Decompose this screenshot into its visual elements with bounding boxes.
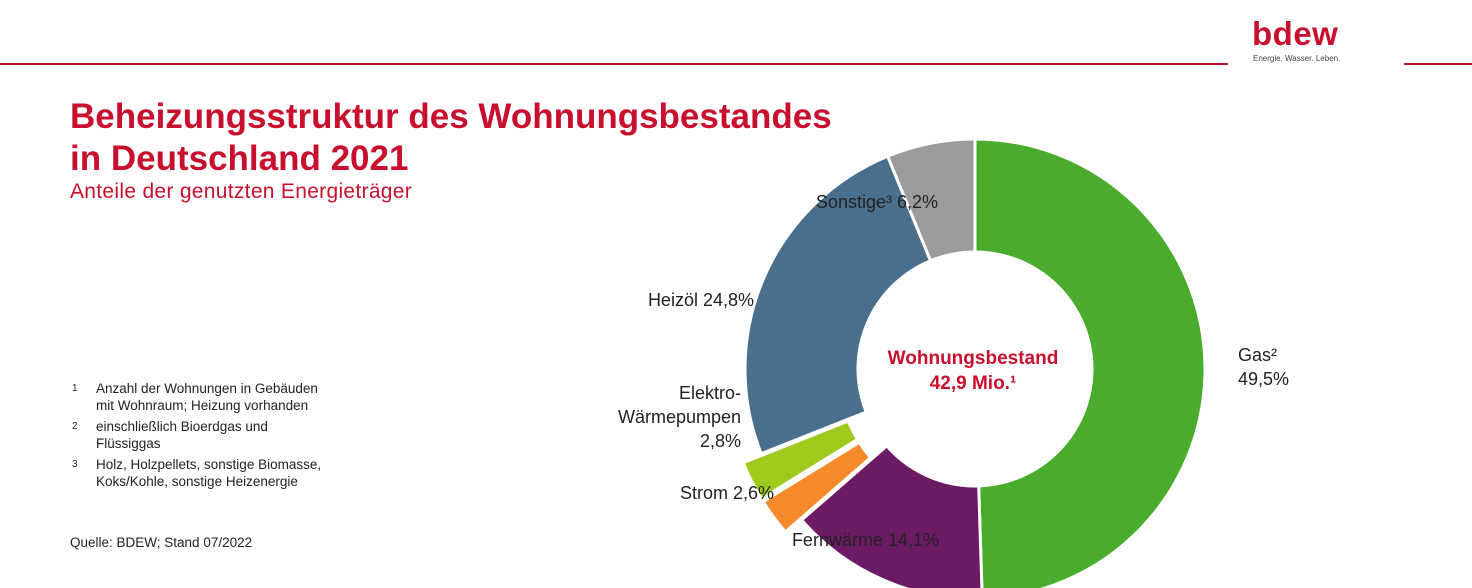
- center-label-line-2: 42,9 Mio.¹: [930, 373, 1017, 394]
- slice-1: [799, 443, 984, 588]
- slice-4: [743, 154, 933, 456]
- slice-label-5-line-0: Sonstige³ 6,2%: [816, 192, 938, 212]
- source-note: Quelle: BDEW; Stand 07/2022: [70, 535, 253, 550]
- slice-2: [761, 440, 873, 534]
- footnote-text: einschließlich Bioerdgas und Flüssiggas: [96, 419, 268, 451]
- footnote-1: 1 Anzahl der Wohnungen in Gebäuden mit W…: [70, 380, 430, 414]
- slice-5: [885, 137, 977, 263]
- footnote-text: Anzahl der Wohnungen in Gebäuden mit Woh…: [96, 381, 318, 413]
- footnote-number: 2: [72, 421, 78, 432]
- slice-label-3-line-1: Wärmepumpen: [618, 407, 741, 427]
- slice-label-0-line-1: 49,5%: [1238, 369, 1289, 389]
- footnote-number: 3: [72, 459, 78, 470]
- slice-label-2-line-0: Strom 2,6%: [680, 483, 774, 503]
- page-title-line-1: Beheizungsstruktur des Wohnungsbestandes: [70, 97, 832, 136]
- page-title-line-2: in Deutschland 2021: [70, 139, 409, 178]
- bdew-logo: bdew Energie. Wasser. Leben.: [1252, 15, 1382, 64]
- logo-word: bdew: [1252, 15, 1339, 52]
- page-title: Beheizungsstruktur des Wohnungsbestandes…: [70, 96, 832, 180]
- footnotes: 1 Anzahl der Wohnungen in Gebäuden mit W…: [70, 380, 430, 494]
- footnote-3: 3 Holz, Holzpellets, sonstige Biomasse, …: [70, 456, 430, 490]
- footnote-text: Holz, Holzpellets, sonstige Biomasse, Ko…: [96, 457, 322, 489]
- footnote-number: 1: [72, 383, 78, 394]
- footnote-2: 2 einschließlich Bioerdgas und Flüssigga…: [70, 418, 430, 452]
- page-subtitle: Anteile der genutzten Energieträger: [70, 180, 413, 203]
- donut-slices: [741, 137, 1207, 588]
- slice-label-0-line-0: Gas²: [1238, 345, 1277, 365]
- slice-3: [741, 419, 860, 501]
- center-label-line-1: Wohnungsbestand: [888, 348, 1059, 369]
- header-rule-left: [0, 63, 1228, 65]
- header-rule-right: [1404, 63, 1472, 65]
- slice-0: [973, 137, 1207, 588]
- slice-label-3-line-0: Elektro-: [679, 383, 741, 403]
- logo-tagline: Energie. Wasser. Leben.: [1253, 54, 1341, 63]
- slice-labels: Gas² 49,5% Fernwärme 14,1% Strom 2,6% Elektr…: [618, 192, 1289, 550]
- slice-label-4-line-0: Heizöl 24,8%: [648, 290, 754, 310]
- slice-label-3-line-2: 2,8%: [700, 431, 741, 451]
- slice-label-1-line-0: Fernwärme 14,1%: [792, 530, 939, 550]
